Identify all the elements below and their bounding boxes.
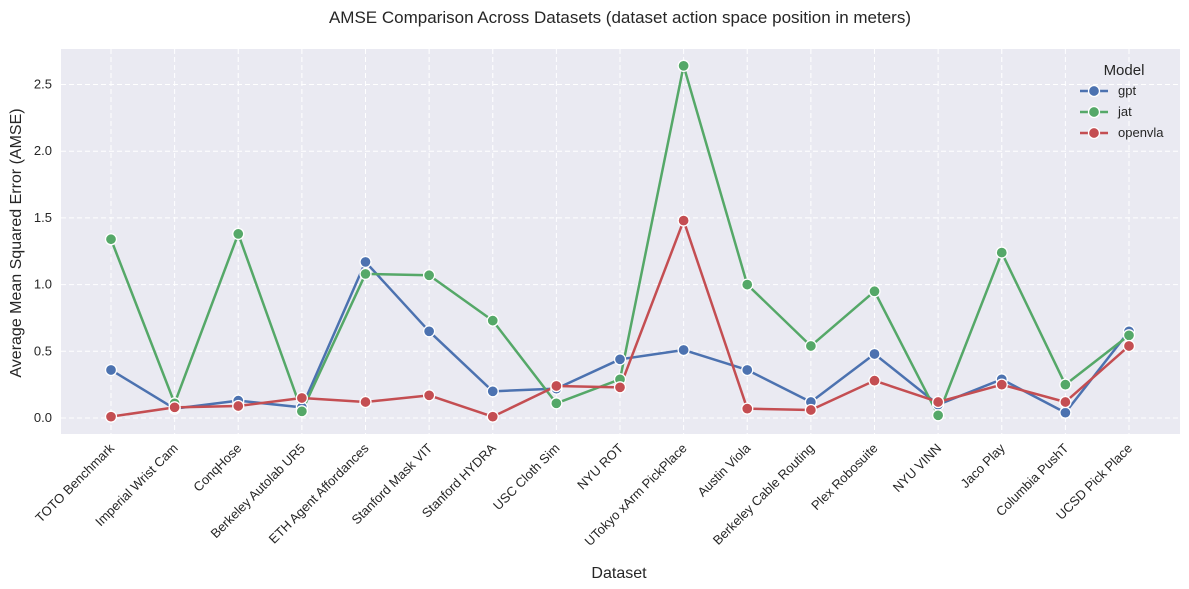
data-point-jat-conqhose bbox=[232, 227, 245, 241]
legend-marker-openvla bbox=[1087, 126, 1101, 140]
data-point-jat-eth-agent-affordances bbox=[359, 267, 372, 281]
data-point-gpt-columbia-pusht bbox=[1059, 406, 1072, 419]
data-point-jat-berkeley-cable-routing bbox=[804, 339, 818, 353]
y-tick-label: 0.0 bbox=[34, 410, 52, 425]
data-point-jat-columbia-pusht bbox=[1059, 378, 1072, 391]
legend-label-openvla: openvla bbox=[1118, 125, 1164, 140]
data-point-jat-nyu-vinn bbox=[931, 409, 945, 422]
data-point-openvla-eth-agent-affordances bbox=[359, 395, 372, 409]
legend-label-gpt: gpt bbox=[1118, 83, 1136, 98]
data-point-jat-austin-viola bbox=[741, 278, 754, 291]
data-point-jat-jaco-play bbox=[995, 246, 1008, 259]
data-point-jat-utokyo-xarm-pickplace bbox=[677, 59, 690, 72]
data-point-openvla-stanford-hydra bbox=[486, 410, 499, 423]
data-point-openvla-conqhose bbox=[232, 399, 245, 413]
data-point-jat-stanford-mask-vit bbox=[422, 269, 436, 282]
data-point-openvla-toto-benchmark bbox=[104, 410, 118, 423]
data-point-openvla-nyu-rot bbox=[613, 381, 627, 394]
data-point-jat-ucsd-pick-place bbox=[1122, 329, 1136, 342]
data-point-gpt-eth-agent-affordances bbox=[359, 255, 372, 269]
legend-marker-gpt bbox=[1087, 84, 1101, 98]
x-axis-label: Dataset bbox=[591, 565, 647, 582]
data-point-openvla-austin-viola bbox=[741, 402, 754, 415]
data-point-jat-plex-robosuite bbox=[868, 285, 881, 298]
data-point-jat-toto-benchmark bbox=[104, 233, 118, 246]
data-point-gpt-toto-benchmark bbox=[104, 363, 118, 377]
data-point-gpt-nyu-rot bbox=[613, 353, 627, 366]
y-tick-label: 2.5 bbox=[34, 77, 52, 92]
legend-marker-jat bbox=[1087, 105, 1101, 119]
data-point-openvla-jaco-play bbox=[995, 378, 1008, 391]
chart-title: AMSE Comparison Across Datasets (dataset… bbox=[329, 8, 911, 27]
data-point-openvla-stanford-mask-vit bbox=[422, 389, 436, 402]
y-tick-label: 2.0 bbox=[34, 143, 52, 158]
data-point-jat-berkeley-autolab-ur5 bbox=[295, 405, 309, 418]
data-point-jat-usc-cloth-sim bbox=[550, 397, 563, 410]
data-point-jat-stanford-hydra bbox=[486, 314, 499, 327]
data-point-openvla-usc-cloth-sim bbox=[550, 379, 563, 393]
y-axis-label: Average Mean Squared Error (AMSE) bbox=[8, 108, 25, 377]
legend: Model gpt jat openvla bbox=[1080, 62, 1164, 140]
legend-label-jat: jat bbox=[1117, 104, 1132, 119]
data-point-openvla-imperial-wrist-cam bbox=[168, 401, 181, 414]
data-point-openvla-berkeley-cable-routing bbox=[804, 403, 818, 417]
data-point-openvla-nyu-vinn bbox=[931, 395, 945, 409]
data-point-gpt-austin-viola bbox=[741, 363, 754, 377]
data-point-gpt-stanford-hydra bbox=[486, 385, 499, 398]
data-point-gpt-utokyo-xarm-pickplace bbox=[677, 343, 690, 357]
y-tick-label: 1.0 bbox=[34, 277, 52, 292]
data-series bbox=[104, 59, 1136, 423]
data-point-openvla-columbia-pusht bbox=[1059, 395, 1072, 409]
y-tick-label: 0.5 bbox=[34, 343, 52, 358]
data-point-openvla-berkeley-autolab-ur5 bbox=[295, 391, 309, 405]
legend-title: Model bbox=[1104, 62, 1145, 79]
data-point-openvla-utokyo-xarm-pickplace bbox=[677, 214, 690, 227]
data-point-openvla-ucsd-pick-place bbox=[1122, 339, 1136, 353]
grid-lines bbox=[61, 49, 1180, 434]
y-tick-label: 1.5 bbox=[34, 210, 52, 225]
data-point-gpt-stanford-mask-vit bbox=[422, 325, 436, 338]
y-axis-ticks: 0.0 0.5 1.0 1.5 2.0 2.5 bbox=[34, 77, 52, 426]
data-point-gpt-plex-robosuite bbox=[868, 347, 881, 361]
data-point-openvla-plex-robosuite bbox=[868, 374, 881, 387]
